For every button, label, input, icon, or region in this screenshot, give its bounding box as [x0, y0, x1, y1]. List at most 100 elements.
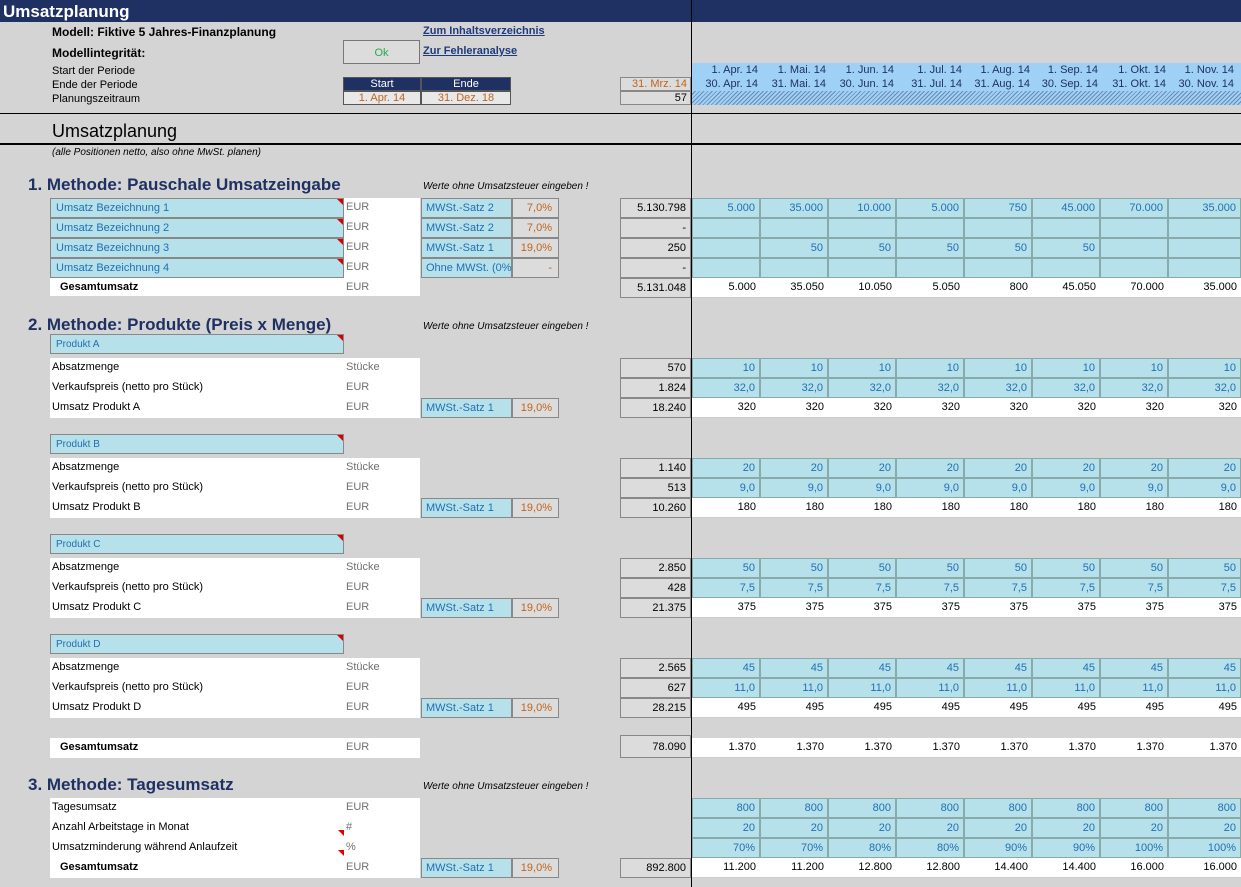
- month-input-cell[interactable]: 45.000: [1032, 198, 1100, 218]
- month-input-cell[interactable]: 800: [692, 798, 760, 818]
- vat-rate-select[interactable]: MWSt.-Satz 1: [421, 238, 512, 258]
- month-input-cell[interactable]: [828, 218, 896, 238]
- month-input-cell[interactable]: 20: [692, 458, 760, 478]
- month-input-cell[interactable]: 45: [1168, 658, 1241, 678]
- product-name-input[interactable]: Produkt B: [50, 434, 344, 454]
- month-input-cell[interactable]: 20: [692, 818, 760, 838]
- vat-rate-select[interactable]: MWSt.-Satz 2: [421, 218, 512, 238]
- month-input-cell[interactable]: 50: [1032, 558, 1100, 578]
- month-input-cell[interactable]: [1032, 258, 1100, 278]
- month-input-cell[interactable]: [1168, 218, 1241, 238]
- month-input-cell[interactable]: 11,0: [760, 678, 828, 698]
- month-input-cell[interactable]: 80%: [896, 838, 964, 858]
- month-input-cell[interactable]: 20: [760, 458, 828, 478]
- month-input-cell[interactable]: 32,0: [828, 378, 896, 398]
- month-input-cell[interactable]: 32,0: [760, 378, 828, 398]
- month-input-cell[interactable]: 20: [964, 458, 1032, 478]
- month-input-cell[interactable]: 9,0: [1032, 478, 1100, 498]
- month-input-cell[interactable]: 7,5: [1168, 578, 1241, 598]
- month-input-cell[interactable]: 90%: [1032, 838, 1100, 858]
- month-input-cell[interactable]: 50: [1168, 558, 1241, 578]
- month-input-cell[interactable]: 9,0: [760, 478, 828, 498]
- month-input-cell[interactable]: 800: [1168, 798, 1241, 818]
- month-input-cell[interactable]: [964, 218, 1032, 238]
- month-input-cell[interactable]: 50: [692, 558, 760, 578]
- month-input-cell[interactable]: 100%: [1100, 838, 1168, 858]
- product-name-input[interactable]: Produkt A: [50, 334, 344, 354]
- start-date-input[interactable]: 1. Apr. 14: [343, 91, 421, 105]
- month-input-cell[interactable]: 50: [964, 238, 1032, 258]
- end-date-input[interactable]: 31. Dez. 18: [421, 91, 511, 105]
- month-input-cell[interactable]: 45: [828, 658, 896, 678]
- month-input-cell[interactable]: 10: [692, 358, 760, 378]
- month-input-cell[interactable]: 32,0: [1032, 378, 1100, 398]
- revenue-label-input[interactable]: Umsatz Bezeichnung 1: [50, 198, 344, 218]
- revenue-label-input[interactable]: Umsatz Bezeichnung 4: [50, 258, 344, 278]
- month-input-cell[interactable]: 20: [828, 818, 896, 838]
- month-input-cell[interactable]: 20: [1032, 458, 1100, 478]
- month-input-cell[interactable]: 45: [760, 658, 828, 678]
- vat-rate-select[interactable]: MWSt.-Satz 1: [421, 698, 512, 718]
- vat-rate-select[interactable]: MWSt.-Satz 1: [421, 498, 512, 518]
- vat-rate-select[interactable]: MWSt.-Satz 2: [421, 198, 512, 218]
- month-input-cell[interactable]: 11,0: [896, 678, 964, 698]
- month-input-cell[interactable]: [1168, 238, 1241, 258]
- month-input-cell[interactable]: 20: [1100, 818, 1168, 838]
- month-input-cell[interactable]: 50: [896, 558, 964, 578]
- month-input-cell[interactable]: 5.000: [692, 198, 760, 218]
- product-name-input[interactable]: Produkt C: [50, 534, 344, 554]
- month-input-cell[interactable]: 70.000: [1100, 198, 1168, 218]
- month-input-cell[interactable]: [1168, 258, 1241, 278]
- month-input-cell[interactable]: 20: [760, 818, 828, 838]
- month-input-cell[interactable]: 7,5: [964, 578, 1032, 598]
- revenue-label-input[interactable]: Umsatz Bezeichnung 2: [50, 218, 344, 238]
- month-input-cell[interactable]: [1032, 218, 1100, 238]
- month-input-cell[interactable]: 35.000: [1168, 198, 1241, 218]
- month-input-cell[interactable]: 5.000: [896, 198, 964, 218]
- month-input-cell[interactable]: 9,0: [896, 478, 964, 498]
- month-input-cell[interactable]: 32,0: [1100, 378, 1168, 398]
- month-input-cell[interactable]: 800: [1032, 798, 1100, 818]
- vat-rate-select[interactable]: MWSt.-Satz 1: [421, 858, 512, 878]
- month-input-cell[interactable]: 11,0: [1032, 678, 1100, 698]
- month-input-cell[interactable]: 11,0: [1100, 678, 1168, 698]
- month-input-cell[interactable]: 10: [1032, 358, 1100, 378]
- month-input-cell[interactable]: 11,0: [692, 678, 760, 698]
- month-input-cell[interactable]: 800: [1100, 798, 1168, 818]
- month-input-cell[interactable]: 70%: [760, 838, 828, 858]
- month-input-cell[interactable]: 100%: [1168, 838, 1241, 858]
- month-input-cell[interactable]: 9,0: [828, 478, 896, 498]
- month-input-cell[interactable]: 90%: [964, 838, 1032, 858]
- month-input-cell[interactable]: 10: [828, 358, 896, 378]
- month-input-cell[interactable]: 50: [828, 238, 896, 258]
- month-input-cell[interactable]: 11,0: [828, 678, 896, 698]
- month-input-cell[interactable]: 50: [760, 558, 828, 578]
- month-input-cell[interactable]: 10.000: [828, 198, 896, 218]
- vat-rate-select[interactable]: MWSt.-Satz 1: [421, 598, 512, 618]
- month-input-cell[interactable]: 800: [828, 798, 896, 818]
- product-name-input[interactable]: Produkt D: [50, 634, 344, 654]
- month-input-cell[interactable]: 10: [1168, 358, 1241, 378]
- month-input-cell[interactable]: 32,0: [1168, 378, 1241, 398]
- month-input-cell[interactable]: 11,0: [1168, 678, 1241, 698]
- month-input-cell[interactable]: 10: [1100, 358, 1168, 378]
- month-input-cell[interactable]: 7,5: [1100, 578, 1168, 598]
- month-input-cell[interactable]: 11,0: [964, 678, 1032, 698]
- month-input-cell[interactable]: [896, 218, 964, 238]
- month-input-cell[interactable]: [828, 258, 896, 278]
- month-input-cell[interactable]: 20: [1100, 458, 1168, 478]
- month-input-cell[interactable]: [692, 258, 760, 278]
- month-input-cell[interactable]: [1100, 258, 1168, 278]
- month-input-cell[interactable]: 70%: [692, 838, 760, 858]
- month-input-cell[interactable]: 50: [760, 238, 828, 258]
- month-input-cell[interactable]: 7,5: [828, 578, 896, 598]
- month-input-cell[interactable]: [692, 218, 760, 238]
- month-input-cell[interactable]: 7,5: [760, 578, 828, 598]
- month-input-cell[interactable]: 10: [964, 358, 1032, 378]
- month-input-cell[interactable]: 20: [1168, 458, 1241, 478]
- month-input-cell[interactable]: 20: [828, 458, 896, 478]
- month-input-cell[interactable]: 20: [896, 458, 964, 478]
- month-input-cell[interactable]: 7,5: [1032, 578, 1100, 598]
- month-input-cell[interactable]: 750: [964, 198, 1032, 218]
- month-input-cell[interactable]: [760, 218, 828, 238]
